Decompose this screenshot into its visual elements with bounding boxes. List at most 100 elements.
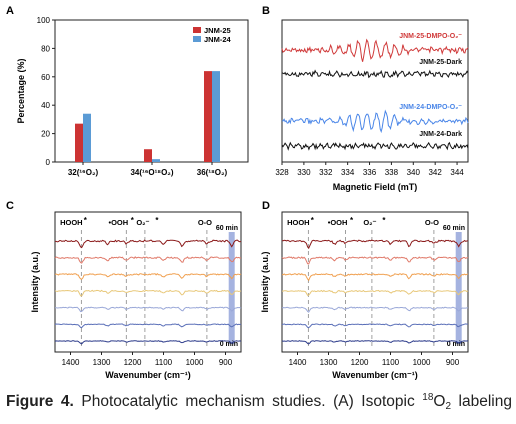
marker-label-o2: O₂⁻ <box>363 218 376 227</box>
epr-trace-1 <box>281 69 469 79</box>
x-tick-label: 900 <box>446 358 460 367</box>
panel-letter-c: C <box>6 200 14 212</box>
x-tick-label: 344 <box>450 168 464 177</box>
x-tick-label: 32(¹⁶O₂) <box>68 168 99 177</box>
panel-a: 0 20 40 60 80 100 32(¹⁶O₂) 34(¹⁶O¹⁸O₂) 36(¹⁸O₂)… <box>16 16 249 177</box>
panel-b-frame <box>281 19 469 163</box>
legend-label-jnm25: JNM-25 <box>204 26 231 35</box>
caption-sup: 18 <box>422 392 434 403</box>
x-tick-label: 1300 <box>93 358 111 367</box>
epr-label-1: JNM-25-Dark <box>419 59 462 66</box>
marker-star-hooh: * <box>84 216 88 225</box>
x-tick-label: 340 <box>407 168 421 177</box>
epr-trace-3 <box>281 141 469 151</box>
panel-d-ylabel: Intensity (a.u.) <box>260 251 270 312</box>
x-tick-label: 1000 <box>413 358 431 367</box>
caption-figure-number: Figure 4. <box>6 393 74 410</box>
x-tick-label: 336 <box>363 168 377 177</box>
panel-c-ylabel: Intensity (a.u.) <box>30 251 40 312</box>
x-tick-label: 1300 <box>320 358 338 367</box>
panel-b: JNM-25-DMPO-O₂⁻ JNM-25-Dark JNM-24-DMPO-O₂… <box>275 19 469 192</box>
ir-trace-2 <box>281 272 469 282</box>
marker-star-hooh: * <box>311 216 315 225</box>
figure-caption: Figure 4. Photocatalytic mechanism studi… <box>6 392 512 412</box>
bar-jnm-24-1 <box>152 159 160 162</box>
ir-trace-6 <box>281 340 469 345</box>
panel-c-xlabel: Wavenumber (cm⁻¹) <box>105 370 190 380</box>
x-tick-label: 1200 <box>124 358 142 367</box>
ir-trace-6 <box>54 340 242 345</box>
x-tick-label: 330 <box>297 168 311 177</box>
ir-trace-5 <box>281 323 468 329</box>
caption-element: O <box>433 393 446 410</box>
panel-letter-a: A <box>6 5 14 17</box>
y-tick-label: 100 <box>37 16 51 25</box>
bar-jnm-24-0 <box>83 113 91 162</box>
highlight-band <box>228 232 235 344</box>
panel-d-frame <box>281 211 469 353</box>
epr-trace-2 <box>281 109 469 134</box>
bar-jnm-25-0 <box>75 123 83 162</box>
x-tick-label: 1200 <box>351 358 369 367</box>
label-bottom: 0 min <box>447 341 465 348</box>
x-tick-label: 1100 <box>155 358 173 367</box>
panel-letter-d: D <box>262 200 270 212</box>
y-tick-label: 40 <box>41 101 50 110</box>
ir-trace-4 <box>55 306 242 313</box>
y-tick-label: 20 <box>41 130 50 139</box>
epr-trace-0 <box>281 38 469 62</box>
marker-label-ooh: •OOH <box>328 218 348 227</box>
bar-jnm-25-2 <box>204 71 212 162</box>
marker-label-oo: O-O <box>425 218 439 227</box>
x-tick-label: 34(¹⁶O¹⁸O₂) <box>130 168 173 177</box>
x-tick-label: 1000 <box>186 358 204 367</box>
highlight-band <box>455 232 462 344</box>
caption-text-end: labeling <box>451 393 512 410</box>
marker-label-hooh: HOOH <box>60 218 83 227</box>
label-bottom: 0 min <box>220 341 238 348</box>
marker-label-ooh: •OOH <box>108 218 128 227</box>
x-tick-label: 900 <box>219 358 233 367</box>
x-tick-label: 1400 <box>289 358 307 367</box>
x-tick-label: 342 <box>428 168 442 177</box>
panel-c-frame <box>54 211 242 353</box>
ir-trace-0 <box>282 239 469 250</box>
x-tick-label: 332 <box>319 168 333 177</box>
y-tick-label: 0 <box>46 158 51 167</box>
marker-star-o2: * <box>155 216 159 225</box>
ir-trace-2 <box>54 273 242 280</box>
label-top: 60 min <box>216 225 238 232</box>
y-tick-label: 60 <box>41 73 50 82</box>
ir-trace-0 <box>55 239 242 249</box>
bar-jnm-24-2 <box>212 71 220 162</box>
ir-trace-4 <box>281 306 468 313</box>
bar-jnm-25-1 <box>144 149 152 162</box>
epr-label-3: JNM-24-Dark <box>419 131 462 138</box>
panel-b-xlabel: Magnetic Field (mT) <box>333 182 418 192</box>
legend-swatch-jnm24 <box>193 36 201 42</box>
marker-label-o2: O₂⁻ <box>136 218 149 227</box>
marker-star-ooh: * <box>350 216 354 225</box>
ir-trace-1 <box>54 256 241 264</box>
x-tick-label: 36(¹⁸O₂) <box>197 168 228 177</box>
x-tick-label: 1100 <box>382 358 400 367</box>
marker-label-hooh: HOOH <box>287 218 310 227</box>
x-tick-label: 338 <box>385 168 399 177</box>
figure: A B C D 0 20 40 60 80 100 32(¹⁶O₂) 34(¹⁶O¹⁸O₂)… <box>6 5 469 380</box>
ir-trace-3 <box>282 289 469 296</box>
panel-d-xlabel: Wavenumber (cm⁻¹) <box>332 370 417 380</box>
epr-label-2: JNM-24-DMPO-O₂⁻ <box>399 104 462 111</box>
caption-text: Photocatalytic mechanism studies. (A) Is… <box>73 393 423 410</box>
epr-label-0: JNM-25-DMPO-O₂⁻ <box>399 33 462 40</box>
ir-trace-3 <box>54 289 242 297</box>
x-tick-label: 334 <box>341 168 355 177</box>
label-top: 60 min <box>443 225 465 232</box>
legend-swatch-jnm25 <box>193 27 201 33</box>
ir-trace-1 <box>281 256 469 265</box>
panel-letter-b: B <box>262 5 270 17</box>
marker-star-o2: * <box>382 216 386 225</box>
x-tick-label: 1400 <box>62 358 80 367</box>
panel-a-ylabel: Percentage (%) <box>16 58 26 123</box>
x-tick-label: 328 <box>275 168 289 177</box>
